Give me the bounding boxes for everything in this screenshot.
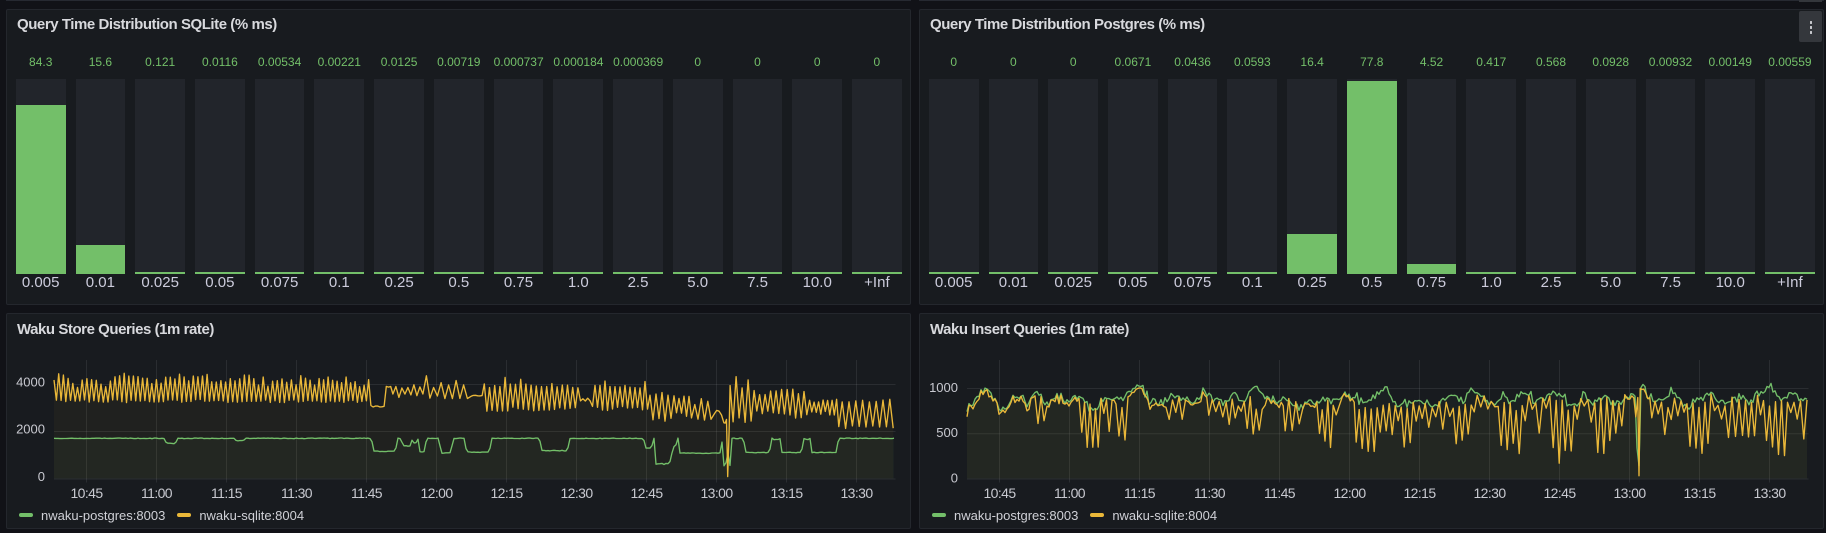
svg-text:11:30: 11:30 xyxy=(1194,485,1226,501)
svg-text:13:15: 13:15 xyxy=(770,485,803,501)
svg-text:12:15: 12:15 xyxy=(490,485,523,501)
svg-text:11:00: 11:00 xyxy=(141,485,173,501)
svg-text:12:00: 12:00 xyxy=(1333,485,1366,501)
svg-text:13:15: 13:15 xyxy=(1683,485,1716,501)
svg-text:11:30: 11:30 xyxy=(281,485,313,501)
svg-text:11:45: 11:45 xyxy=(1264,485,1296,501)
svg-text:13:30: 13:30 xyxy=(840,485,873,501)
svg-text:12:15: 12:15 xyxy=(1403,485,1436,501)
svg-text:13:00: 13:00 xyxy=(1613,485,1646,501)
svg-text:12:30: 12:30 xyxy=(560,485,593,501)
svg-text:13:30: 13:30 xyxy=(1753,485,1786,501)
svg-text:0: 0 xyxy=(951,471,958,486)
svg-text:12:45: 12:45 xyxy=(630,485,663,501)
svg-text:11:15: 11:15 xyxy=(1124,485,1156,501)
svg-text:13:00: 13:00 xyxy=(700,485,733,501)
svg-text:500: 500 xyxy=(936,425,958,440)
svg-text:1000: 1000 xyxy=(929,380,958,395)
svg-text:10:45: 10:45 xyxy=(70,485,103,501)
svg-text:11:15: 11:15 xyxy=(211,485,243,501)
svg-text:12:00: 12:00 xyxy=(420,485,453,501)
svg-text:0: 0 xyxy=(38,469,45,484)
svg-text:11:45: 11:45 xyxy=(351,485,383,501)
svg-text:10:45: 10:45 xyxy=(983,485,1016,501)
svg-text:4000: 4000 xyxy=(16,375,45,390)
svg-text:11:00: 11:00 xyxy=(1054,485,1086,501)
svg-text:12:45: 12:45 xyxy=(1543,485,1576,501)
svg-text:2000: 2000 xyxy=(16,422,45,437)
svg-text:12:30: 12:30 xyxy=(1473,485,1506,501)
